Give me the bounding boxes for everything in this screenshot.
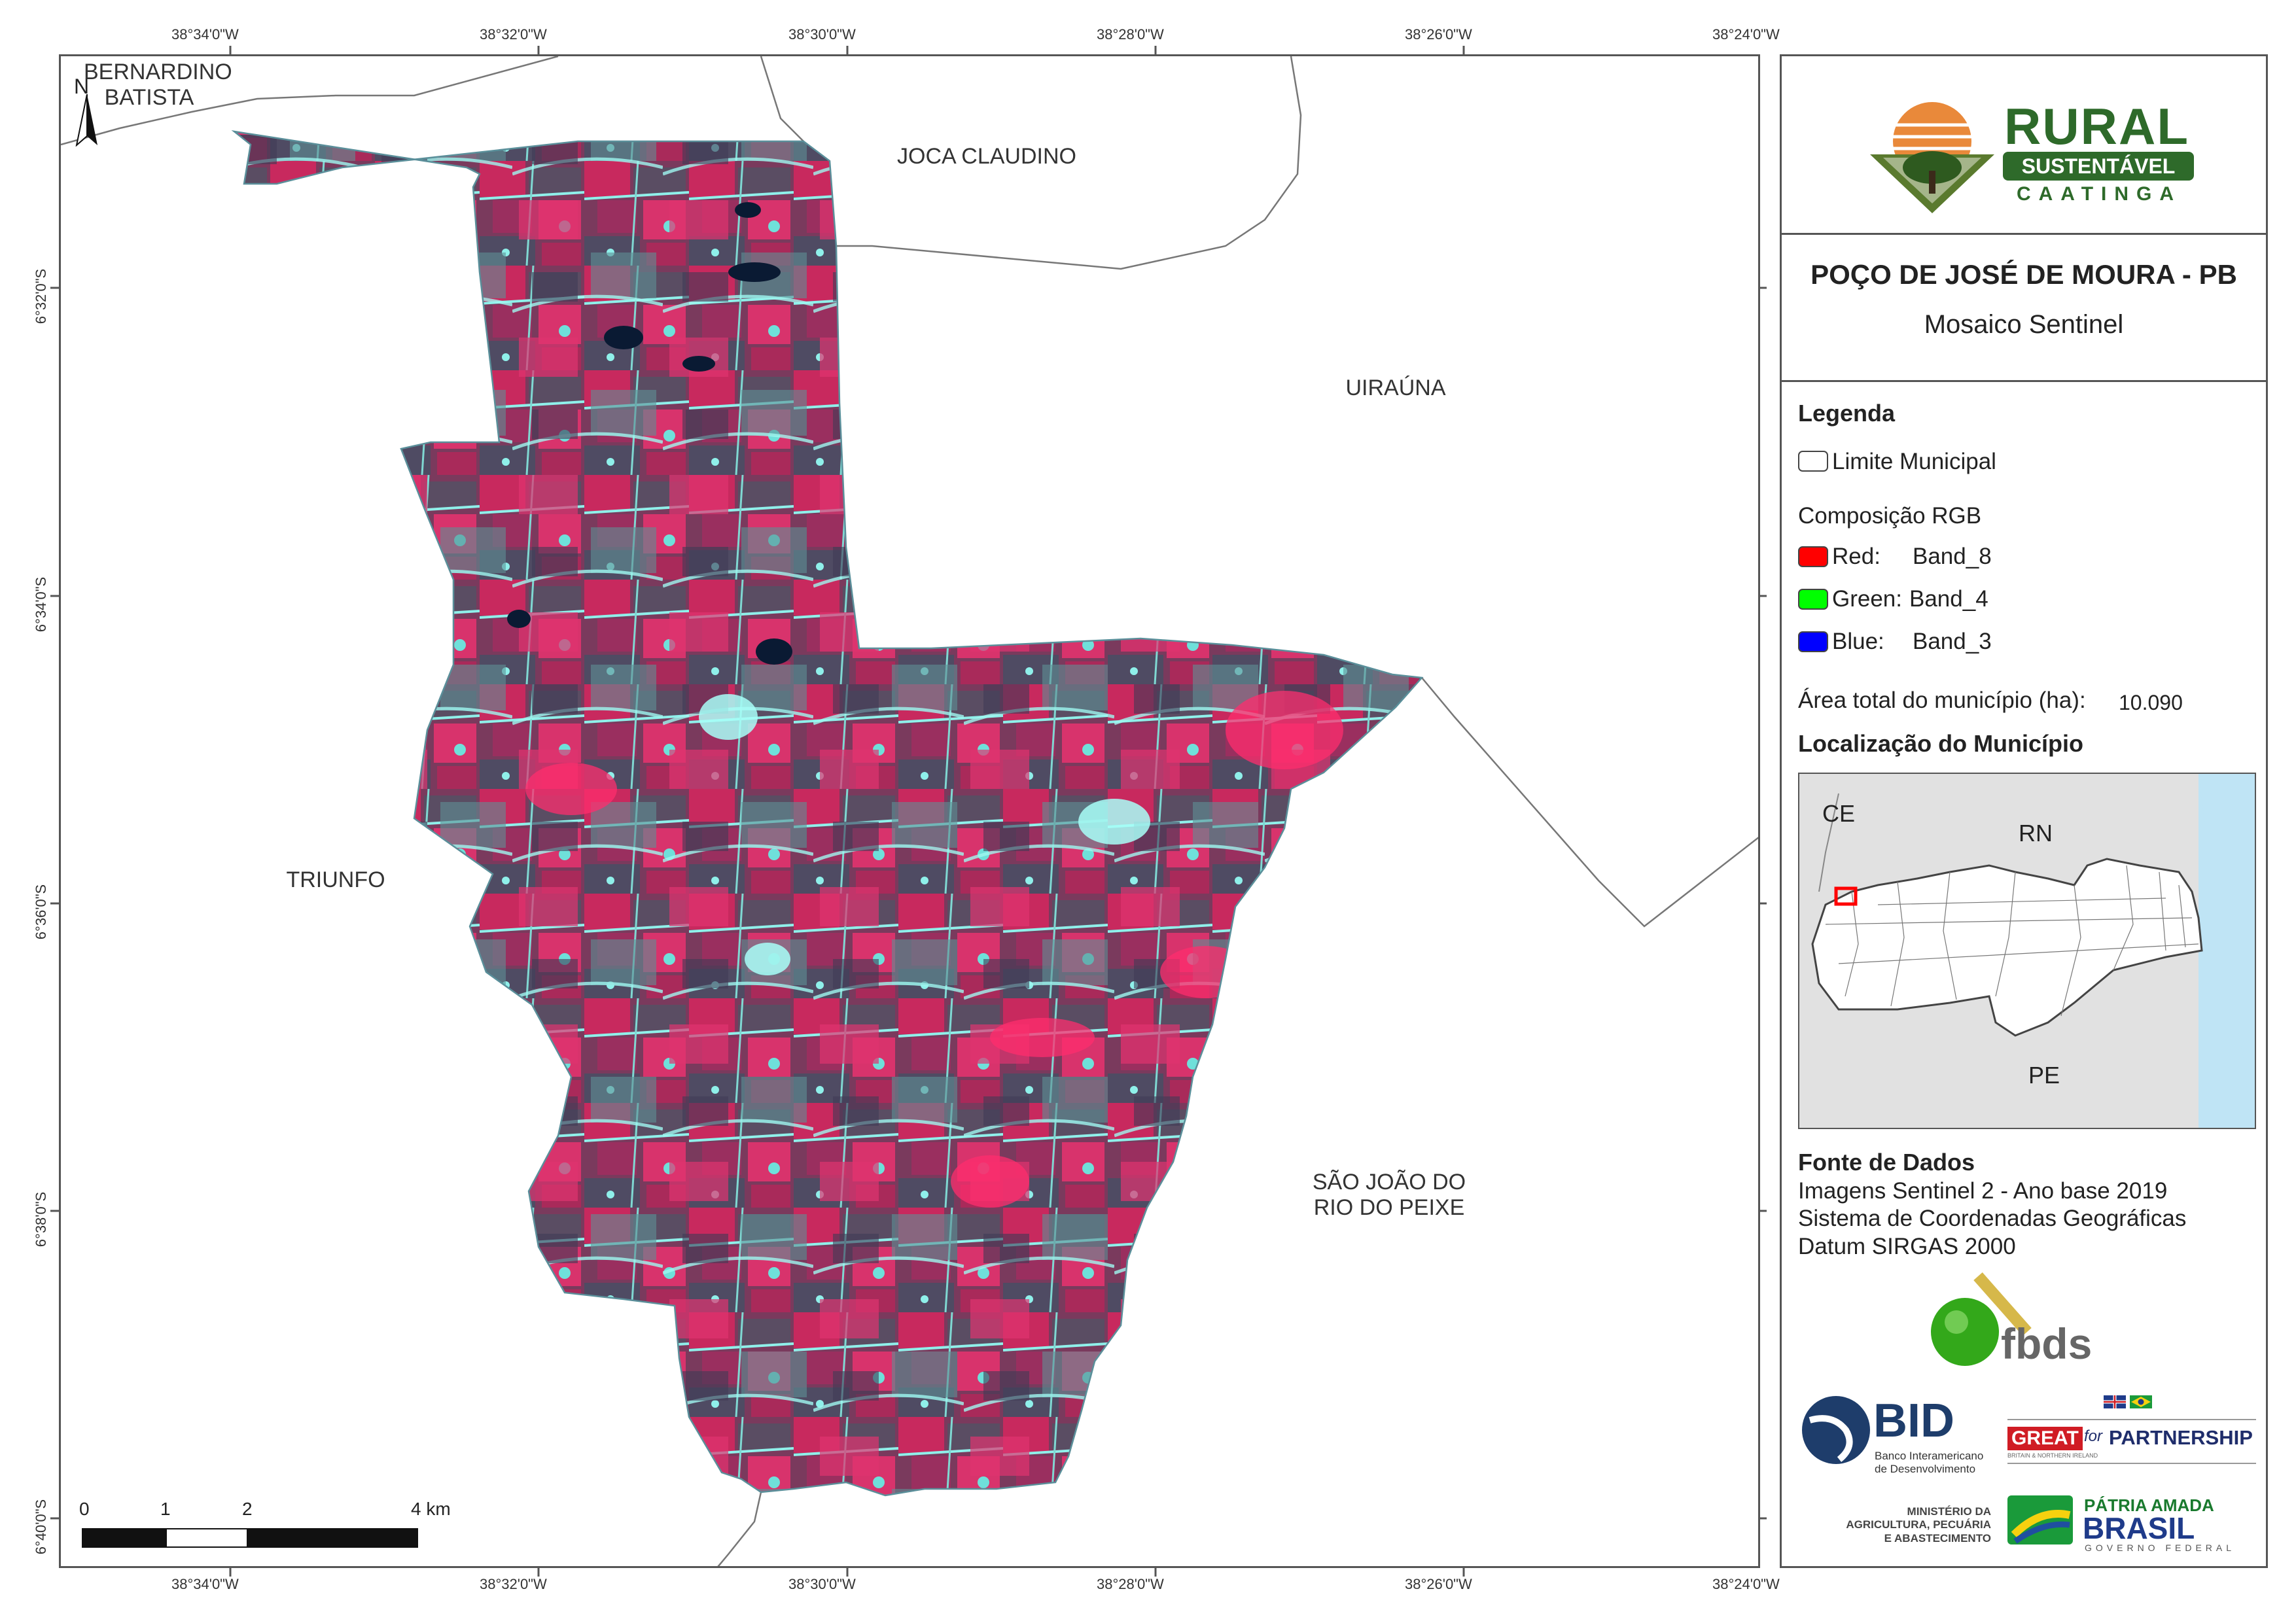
red-label: Red: — [1832, 544, 1881, 569]
logo-word-caatinga: CAATINGA — [2016, 183, 2182, 205]
scale-label-1: 1 — [160, 1499, 171, 1519]
patria-text: PÁTRIA AMADA — [2084, 1495, 2214, 1515]
label-sao-joao: SÃO JOÃO DO RIO DO PEIXE — [1312, 1170, 1466, 1221]
location-heading: Localização do Município — [1798, 730, 2084, 757]
governo-text: GOVERNO FEDERAL — [2085, 1543, 2236, 1553]
scale-label-4: 4 km — [411, 1499, 451, 1519]
label-bernardino: BERNARDINO BATISTA — [84, 60, 232, 111]
blue-swatch — [1798, 631, 1828, 652]
coord-bottom-5: 38°26'0"W — [1405, 1576, 1472, 1592]
coord-bottom-4: 38°28'0"W — [1097, 1576, 1164, 1592]
label-uirauna: UIRAÚNA — [1345, 375, 1446, 400]
rural-sustentavel-logo-icon — [1870, 102, 1994, 213]
inset-label-pe: PE — [2028, 1062, 2060, 1089]
inset-label-ce: CE — [1822, 800, 1856, 827]
label-triunfo: TRIUNFO — [286, 867, 385, 892]
green-label: Green: — [1832, 586, 1902, 612]
great-bottom-rule — [2007, 1463, 2256, 1464]
red-band: Band_8 — [1913, 544, 1992, 569]
label-joca-claudino: JOCA CLAUDINO — [897, 144, 1076, 169]
brasil-text: BRASIL — [2083, 1511, 2195, 1545]
logo-word-rural: RURAL — [2004, 97, 2189, 155]
coord-top-1: 38°34'0"W — [171, 26, 239, 43]
great-subtitle: BRITAIN & NORTHERN IRELAND — [2007, 1452, 2098, 1459]
north-arrow-icon — [75, 94, 97, 147]
flags-icon — [2104, 1395, 2152, 1408]
side-panel: RURAL SUSTENTÁVEL CAATINGA POÇO DE JOSÉ … — [1780, 54, 2268, 1568]
coord-bottom-1: 38°34'0"W — [171, 1576, 239, 1592]
map-title: POÇO DE JOSÉ DE MOURA - PB — [1810, 259, 2237, 290]
inset-label-rn: RN — [2019, 820, 2053, 846]
sources-line-1: Imagens Sentinel 2 - Ano base 2019 — [1798, 1178, 2168, 1204]
sources-heading: Fonte de Dados — [1798, 1149, 1975, 1176]
bid-text: BID — [1873, 1395, 1954, 1447]
brasil-flag-icon — [2007, 1495, 2073, 1544]
great-for: for — [2084, 1427, 2103, 1445]
map-frame[interactable]: N BERNARDINO BATISTA JOCA CLAUDINO UIRAÚ… — [59, 54, 1760, 1568]
great-top-rule — [2007, 1419, 2256, 1420]
neighbor-boundaries — [61, 56, 1758, 1566]
great-text: GREAT — [2007, 1427, 2083, 1450]
scale-label-2: 2 — [242, 1499, 253, 1519]
green-band: Band_4 — [1909, 586, 1988, 612]
location-inset[interactable]: CE RN PE — [1798, 773, 2256, 1129]
coord-top-4: 38°28'0"W — [1097, 26, 1164, 43]
sentinel-mosaic — [234, 131, 1422, 1495]
legend-heading: Legenda — [1798, 400, 1896, 427]
great-partnership: PARTNERSHIP — [2109, 1426, 2253, 1449]
coord-top-3: 38°30'0"W — [788, 26, 856, 43]
coord-top-2: 38°32'0"W — [480, 26, 547, 43]
green-swatch — [1798, 589, 1828, 610]
map-canvas[interactable] — [61, 56, 1760, 1568]
limit-swatch — [1798, 451, 1828, 472]
blue-label: Blue: — [1832, 629, 1884, 654]
red-swatch — [1798, 546, 1828, 567]
area-label: Área total do município (ha): — [1798, 688, 2086, 713]
coord-top-6: 38°24'0"W — [1712, 26, 1780, 43]
bid-logo-icon — [1802, 1396, 1870, 1464]
fbds-logo-icon — [1931, 1272, 2032, 1366]
blue-band: Band_3 — [1913, 629, 1992, 654]
logo-word-sustentavel: SUSTENTÁVEL — [2003, 152, 2194, 181]
coord-bottom-6: 38°24'0"W — [1712, 1576, 1780, 1592]
sources-line-2: Sistema de Coordenadas Geográficas — [1798, 1206, 2187, 1231]
north-letter: N — [74, 75, 90, 98]
coord-bottom-2: 38°32'0"W — [480, 1576, 547, 1592]
scale-bar — [82, 1528, 418, 1548]
map-subtitle: Mosaico Sentinel — [1924, 310, 2124, 339]
legend-limit-label: Limite Municipal — [1832, 449, 1996, 474]
location-inset-map — [1811, 774, 2255, 1128]
sources-line-3: Datum SIRGAS 2000 — [1798, 1234, 2016, 1259]
coord-top-5: 38°26'0"W — [1405, 26, 1472, 43]
coord-bottom-3: 38°30'0"W — [788, 1576, 856, 1592]
rgb-heading: Composição RGB — [1798, 503, 1982, 529]
ministerio-text: MINISTÉRIO DA AGRICULTURA, PECUÁRIA E AB… — [1846, 1505, 1991, 1544]
scale-label-0: 0 — [79, 1499, 90, 1519]
fbds-text: fbds — [2001, 1319, 2093, 1368]
area-value: 10.090 — [2119, 691, 2183, 714]
bid-subtitle: Banco Interamericano de Desenvolvimento — [1875, 1450, 1984, 1476]
